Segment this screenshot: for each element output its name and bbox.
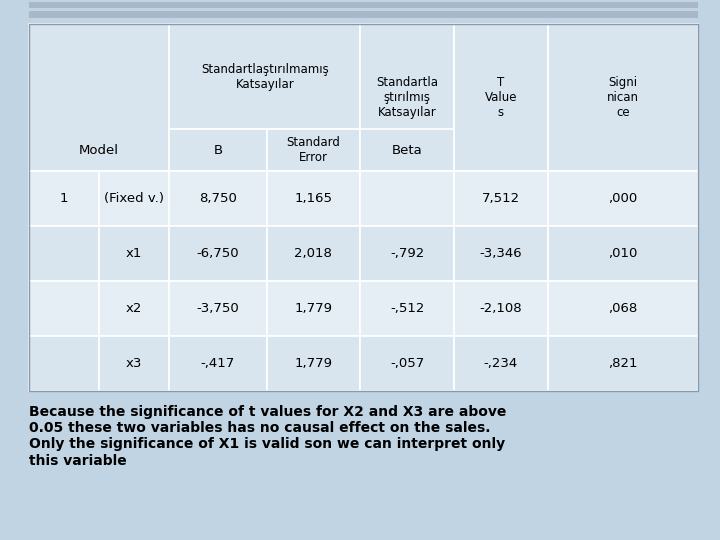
Text: 1,779: 1,779 (294, 357, 333, 370)
Bar (99, 171, 169, 226)
Text: Signi
nican
ce: Signi nican ce (607, 76, 639, 119)
Text: -3,750: -3,750 (197, 302, 239, 315)
Text: Beta: Beta (392, 144, 423, 157)
Text: -3,346: -3,346 (480, 247, 522, 260)
Bar (29, 24, 698, 392)
Bar (29, 226, 99, 281)
Text: -6,750: -6,750 (197, 247, 239, 260)
Bar (99, 281, 169, 336)
Bar (548, 336, 698, 392)
Bar (454, 281, 548, 336)
Bar (169, 336, 266, 392)
Text: x2: x2 (126, 302, 143, 315)
Bar (360, 129, 454, 171)
Bar (360, 281, 454, 336)
Bar (266, 226, 360, 281)
Bar (548, 171, 698, 226)
Text: -,234: -,234 (484, 357, 518, 370)
Text: B: B (213, 144, 222, 157)
Text: 1: 1 (60, 192, 68, 205)
Text: -2,108: -2,108 (480, 302, 522, 315)
Bar (29, 336, 99, 392)
Text: ,000: ,000 (608, 192, 638, 205)
Bar (548, 226, 698, 281)
Text: Because the significance of t values for X2 and X3 are above
0.05 these two vari: Because the significance of t values for… (29, 405, 506, 468)
Bar (360, 24, 454, 171)
Bar (360, 226, 454, 281)
Bar (360, 171, 454, 226)
Bar (454, 336, 548, 392)
Text: x1: x1 (126, 247, 143, 260)
Bar (360, 336, 454, 392)
Text: -,057: -,057 (390, 357, 424, 370)
Text: x3: x3 (126, 357, 143, 370)
Text: 2,018: 2,018 (294, 247, 333, 260)
Bar (169, 281, 266, 336)
Bar (29, 281, 99, 336)
Text: -,512: -,512 (390, 302, 424, 315)
Text: ,010: ,010 (608, 247, 638, 260)
Text: -,792: -,792 (390, 247, 424, 260)
Bar (169, 129, 266, 171)
Bar (29, 24, 169, 171)
Bar (454, 171, 548, 226)
Text: ,821: ,821 (608, 357, 638, 370)
Text: ,068: ,068 (608, 302, 638, 315)
Text: Model: Model (79, 144, 119, 157)
Text: Standard
Error: Standard Error (287, 136, 341, 164)
Bar (454, 24, 548, 171)
Bar (29, 171, 99, 226)
Text: 1,165: 1,165 (294, 192, 333, 205)
Text: -,417: -,417 (201, 357, 235, 370)
Text: Standartlaştırılmamış
Katsayılar: Standartlaştırılmamış Katsayılar (201, 63, 329, 91)
Text: (Fixed v.): (Fixed v.) (104, 192, 164, 205)
Bar (548, 24, 698, 171)
Text: T
Value
s: T Value s (485, 76, 517, 119)
Bar (266, 336, 360, 392)
Text: Standartla
ştırılmış
Katsayılar: Standartla ştırılmış Katsayılar (376, 76, 438, 119)
Bar (266, 129, 360, 171)
Bar (548, 281, 698, 336)
Text: 7,512: 7,512 (482, 192, 520, 205)
Bar (29, 2, 698, 8)
Text: 8,750: 8,750 (199, 192, 237, 205)
Bar (99, 226, 169, 281)
Bar (169, 171, 266, 226)
Bar (169, 24, 360, 129)
Text: 1,779: 1,779 (294, 302, 333, 315)
Bar (99, 336, 169, 392)
Bar (29, 11, 698, 18)
Bar (454, 226, 548, 281)
Bar (266, 281, 360, 336)
Bar (169, 226, 266, 281)
Bar (266, 171, 360, 226)
